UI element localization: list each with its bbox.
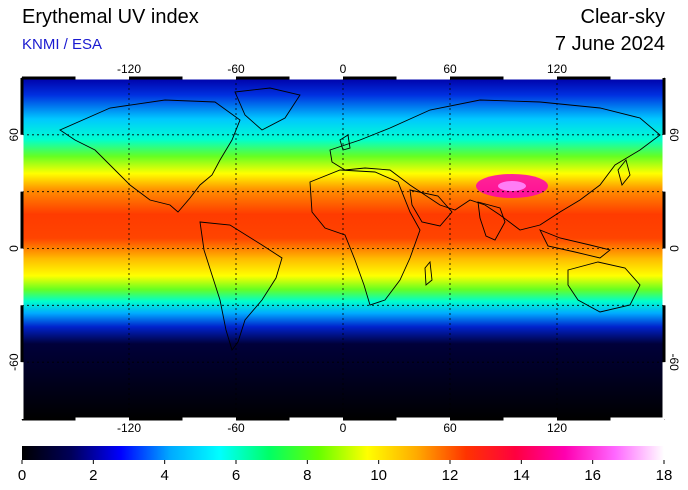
- lat-tick-label-left: 0: [7, 245, 21, 252]
- coastline-australia: [567, 261, 641, 313]
- colorbar-tick-label: 8: [303, 467, 311, 484]
- coastline-south-america: [199, 221, 283, 351]
- coastline-north-america: [59, 99, 241, 213]
- lon-tick-label-bottom: -60: [227, 421, 245, 435]
- axis-tick-labels: -120 -60 0 60 120 -120 -60 0 60 120 60 0 -60 60 0 -60: [7, 62, 681, 435]
- colorbar-bar: [22, 446, 664, 460]
- lon-tick-label-bottom: 120: [547, 421, 567, 435]
- lat-tick-label-left: -60: [7, 353, 21, 371]
- map-area: [22, 78, 664, 419]
- lon-tick-label-bottom: -120: [117, 421, 141, 435]
- lat-tick-label-right: 0: [667, 245, 681, 252]
- colorbar: 0 2 4 6 8 10 12 14 16 18: [18, 446, 673, 484]
- colorbar-tick-label: 10: [370, 467, 387, 484]
- coastline-uk: [339, 134, 351, 151]
- colorbar-tick-label: 14: [513, 467, 530, 484]
- mode-label: Clear-sky: [580, 6, 665, 28]
- extreme-uv-region: [498, 181, 526, 191]
- colorbar-tick-label: 16: [584, 467, 601, 484]
- lon-tick-label-top: -60: [227, 62, 245, 76]
- colorbar-tick-label: 4: [160, 467, 168, 484]
- coastline-india: [477, 201, 506, 241]
- frame-ticks: [20, 76, 666, 421]
- lon-tick-label-top: -120: [117, 62, 141, 76]
- date-label: 7 June 2024: [554, 33, 665, 55]
- lon-tick-label-top: 0: [340, 62, 347, 76]
- lon-tick-label-bottom: 0: [340, 421, 347, 435]
- colorbar-tick-label: 2: [89, 467, 97, 484]
- colorbar-tick-label: 6: [232, 467, 240, 484]
- coastlines: [59, 87, 661, 351]
- lon-tick-label-top: 60: [443, 62, 457, 76]
- lat-tick-label-right: -60: [667, 353, 681, 371]
- coastline-eurasia: [329, 99, 661, 231]
- colorbar-tick-label: 12: [442, 467, 459, 484]
- lat-tick-label-right: 60: [667, 128, 681, 142]
- coastline-madagascar: [424, 260, 433, 286]
- coastline-africa: [309, 169, 421, 306]
- graticule: [22, 78, 664, 419]
- colorbar-tick-label: 0: [18, 467, 26, 484]
- lat-tick-label-left: 60: [7, 128, 21, 142]
- lon-tick-label-top: 120: [547, 62, 567, 76]
- colorbar-tick-label: 18: [656, 467, 673, 484]
- coastline-japan: [617, 159, 631, 186]
- coastline-greenland: [234, 87, 301, 131]
- map-title: Erythemal UV index: [22, 6, 199, 28]
- colorbar-ticks: 0 2 4 6 8 10 12 14 16 18: [18, 460, 673, 484]
- credit-label: KNMI / ESA: [22, 36, 103, 53]
- coastline-arabia: [409, 189, 453, 227]
- coastline-southeast-asia: [539, 229, 611, 259]
- lon-tick-label-bottom: 60: [443, 421, 457, 435]
